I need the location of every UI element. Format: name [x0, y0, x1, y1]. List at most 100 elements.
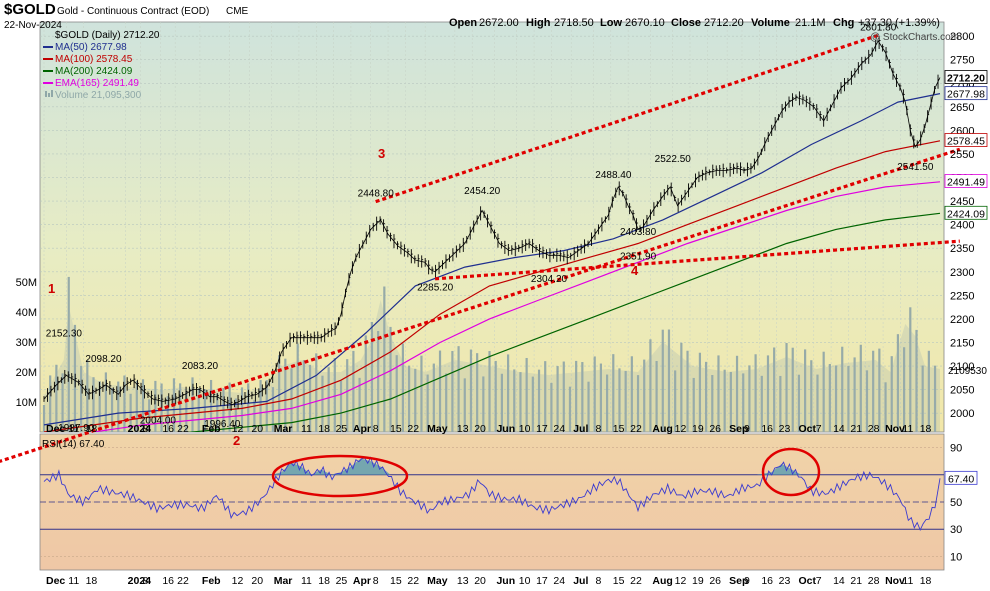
- volume-bar: [804, 349, 807, 432]
- volume-bar: [519, 372, 522, 432]
- x-axis-label-top: Dec: [46, 423, 65, 435]
- x-axis-label-bottom: 22: [177, 575, 189, 587]
- x-axis-label-bottom: 11: [68, 575, 79, 587]
- x-axis-label-top: 12: [675, 423, 687, 435]
- ma50-line: [43, 93, 941, 426]
- volume-bar: [494, 360, 497, 432]
- x-axis-label-bottom: 12: [232, 575, 244, 587]
- volume-bar: [834, 365, 838, 432]
- volume-bar: [234, 398, 237, 432]
- rsi-overbought-circle-october: [761, 447, 821, 497]
- x-axis-label-top: 11: [68, 423, 79, 435]
- chart-date: 22-Nov-2024: [4, 20, 62, 31]
- x-axis-label-top: 17: [536, 423, 548, 435]
- volume-bar: [847, 365, 850, 432]
- x-axis-label-bottom: Jul: [573, 575, 588, 587]
- x-axis-label-bottom: 8: [143, 575, 149, 587]
- x-axis-label-bottom: 26: [709, 575, 721, 587]
- x-axis-label-top: Nov: [885, 423, 905, 435]
- x-axis-label-top: 18: [318, 423, 330, 435]
- volume-bar: [42, 405, 46, 432]
- volume-bar: [191, 377, 194, 432]
- x-axis-label-bottom: Jun: [496, 575, 515, 587]
- volume-bar: [197, 388, 200, 432]
- volume-bar: [370, 321, 374, 432]
- x-axis-label-top: 9: [744, 423, 750, 435]
- pivot-label: 2083.20: [182, 361, 219, 372]
- x-axis-label-top: 19: [692, 423, 704, 435]
- x-axis-label-bottom: 10: [519, 575, 531, 587]
- volume-bar: [853, 357, 856, 432]
- volume-bar: [377, 330, 380, 432]
- volume-bar: [432, 363, 435, 432]
- volume-bar: [698, 352, 702, 432]
- price-tick-label: 2750: [950, 55, 974, 67]
- x-axis-label-top: Mar: [274, 423, 293, 435]
- high-value: 2718.50: [554, 17, 594, 29]
- volume-bar: [308, 364, 312, 432]
- volume-bar: [773, 347, 776, 432]
- volume-bar: [903, 347, 906, 432]
- legend-entry: $GOLD (Daily) 2712.20: [55, 30, 160, 41]
- volume-bar: [791, 347, 794, 432]
- volume-bar: [556, 366, 559, 432]
- volume-bar: [445, 373, 448, 432]
- volume-tick-label: 30M: [16, 337, 37, 349]
- volume-bar: [482, 376, 485, 432]
- volume-bar: [575, 360, 578, 432]
- volume-bar: [185, 390, 188, 432]
- price-tick-label: 2100: [950, 361, 974, 373]
- legend-swatch: [51, 90, 53, 97]
- x-axis-label-top: 8: [143, 423, 149, 435]
- volume-bar: [760, 375, 763, 432]
- x-axis-label-bottom: 18: [318, 575, 330, 587]
- x-axis: DecDec11111818202420248816162222FebFeb12…: [46, 423, 932, 587]
- volume-bar: [550, 382, 553, 432]
- price-tick-label: 2350: [950, 243, 974, 255]
- axis-ticks: 2000205021002150220022502300235024002450…: [16, 31, 988, 563]
- x-axis-label-bottom: 2024: [128, 575, 152, 587]
- x-axis-label-bottom: Sep: [729, 575, 748, 587]
- volume-bar: [209, 379, 213, 432]
- x-axis-label-bottom: Apr: [353, 575, 371, 587]
- x-axis-label-top: 16: [162, 423, 174, 435]
- x-axis-label-bottom: Nov: [885, 575, 905, 587]
- pivot-label: 2304.20: [531, 274, 568, 285]
- volume-tick-label: 40M: [16, 307, 37, 319]
- x-axis-label-top: Jun: [496, 423, 515, 435]
- x-axis-label-top: 11: [902, 423, 913, 435]
- volume-bar: [816, 374, 819, 432]
- volume-bar: [822, 351, 825, 432]
- volume-bar: [927, 350, 930, 432]
- x-axis-label-bottom: 24: [553, 575, 565, 587]
- price-tick-label: 2400: [950, 220, 974, 232]
- volume-bar: [878, 348, 881, 432]
- x-axis-label-bottom: Aug: [652, 575, 672, 587]
- x-axis-label-top: 10: [519, 423, 531, 435]
- volume-bar: [296, 343, 299, 432]
- x-axis-label-bottom: 22: [630, 575, 642, 587]
- volume-bar: [104, 372, 107, 432]
- volume-bar: [420, 355, 423, 432]
- volume-bar: [86, 359, 89, 432]
- x-axis-label-top: 23: [779, 423, 791, 435]
- volume-bar: [339, 380, 343, 432]
- volume-bar: [655, 360, 658, 432]
- trendlines: [0, 33, 961, 463]
- wave-3-label: 3: [378, 146, 385, 161]
- legend-swatch: [48, 93, 50, 97]
- x-axis-label-bottom: 28: [868, 575, 880, 587]
- x-axis-label-bottom: 17: [536, 575, 548, 587]
- volume-bar: [327, 367, 330, 432]
- volume-bar: [426, 374, 429, 432]
- volume-bar: [438, 350, 442, 432]
- x-axis-label-bottom: Oct: [798, 575, 816, 587]
- x-axis-label-top: Jul: [573, 423, 588, 435]
- volume-bar: [80, 366, 83, 432]
- wave-2-label: 2: [233, 433, 240, 448]
- x-axis-label-top: 13: [457, 423, 469, 435]
- volume-bar: [141, 379, 145, 432]
- x-axis-label-bottom: 8: [373, 575, 379, 587]
- pivot-label: 2004.00: [140, 415, 177, 426]
